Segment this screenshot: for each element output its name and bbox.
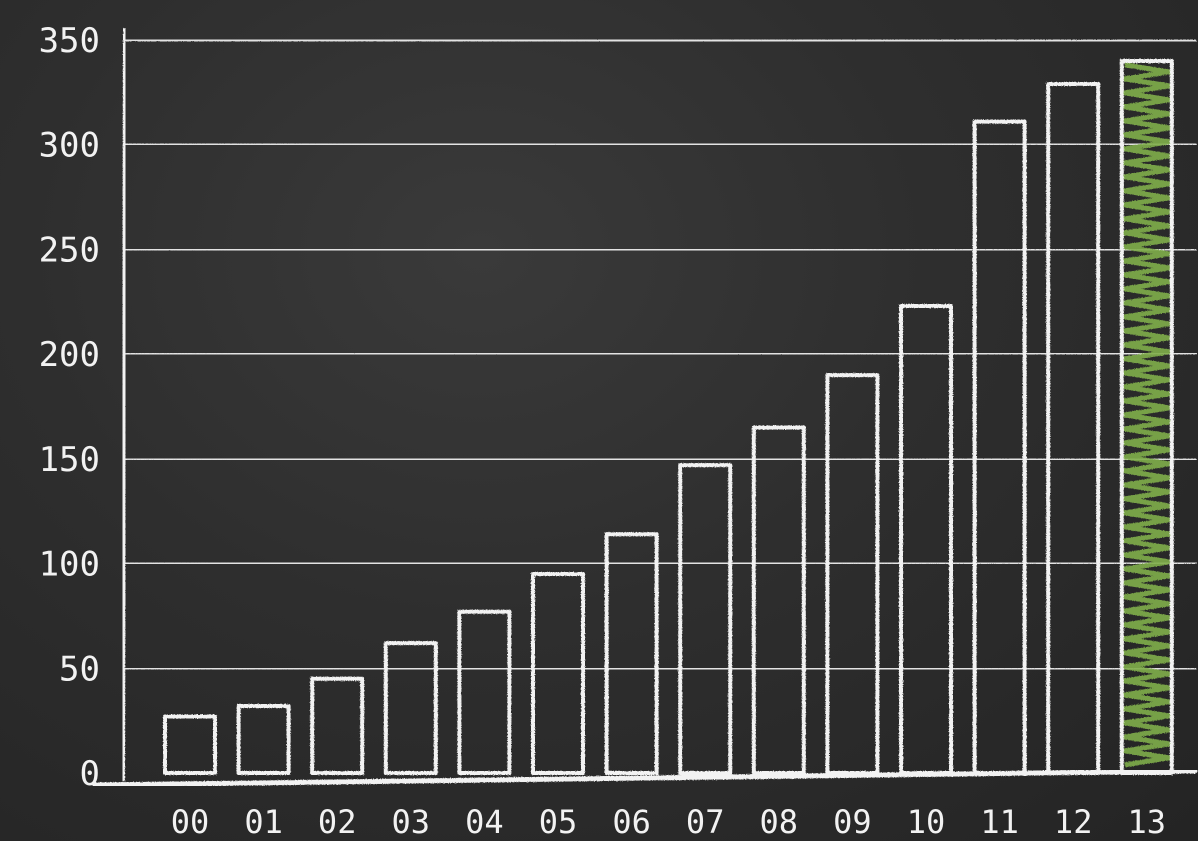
y-tick-label-250: 250: [39, 230, 100, 270]
gridline-150: [123, 457, 1197, 462]
y-tick-label-300: 300: [39, 126, 100, 166]
x-tick-label-03: 03: [392, 803, 431, 841]
bar-00: [163, 714, 217, 775]
y-tick-label-350: 350: [39, 21, 100, 61]
x-tick-label-06: 06: [612, 803, 651, 841]
bar-10: [899, 303, 953, 775]
bar-11: [972, 119, 1027, 776]
x-tick-label-10: 10: [907, 803, 946, 841]
x-tick-label-11: 11: [980, 803, 1019, 841]
y-tick-label-50: 50: [59, 649, 100, 689]
y-tick-label-200: 200: [39, 335, 100, 375]
bar-02: [310, 676, 365, 775]
gridline-300: [123, 142, 1197, 147]
x-tick-label-12: 12: [1054, 803, 1093, 841]
gridline-100: [123, 561, 1197, 566]
gridline-200: [123, 351, 1197, 356]
bar-09: [825, 373, 880, 775]
bar-06: [604, 532, 659, 775]
x-tick-label-01: 01: [244, 803, 283, 841]
gridline-50: [123, 666, 1197, 671]
x-tick-label-07: 07: [686, 803, 725, 841]
x-tick-label-05: 05: [539, 803, 578, 841]
x-tick-label-02: 02: [318, 803, 357, 841]
x-tick-label-04: 04: [465, 803, 504, 841]
x-axis-line: [92, 768, 1198, 788]
y-tick-label-150: 150: [39, 440, 100, 480]
bar-01: [236, 703, 291, 775]
x-tick-label-08: 08: [760, 803, 799, 841]
bar-highlight-fill-13: [1122, 62, 1172, 768]
bar-08: [751, 425, 806, 775]
y-tick-label-100: 100: [39, 545, 100, 585]
x-tick-label-00: 00: [171, 803, 210, 841]
gridline-250: [123, 247, 1197, 252]
y-tick-label-0: 0: [80, 754, 100, 794]
y-axis-line: [121, 28, 127, 781]
x-tick-label-09: 09: [833, 803, 872, 841]
bar-05: [531, 572, 585, 775]
bar-03: [383, 641, 438, 776]
gridline-350: [123, 38, 1197, 43]
bar-04: [457, 609, 512, 775]
bar-07: [678, 463, 733, 775]
x-tick-label-13: 13: [1128, 803, 1167, 841]
